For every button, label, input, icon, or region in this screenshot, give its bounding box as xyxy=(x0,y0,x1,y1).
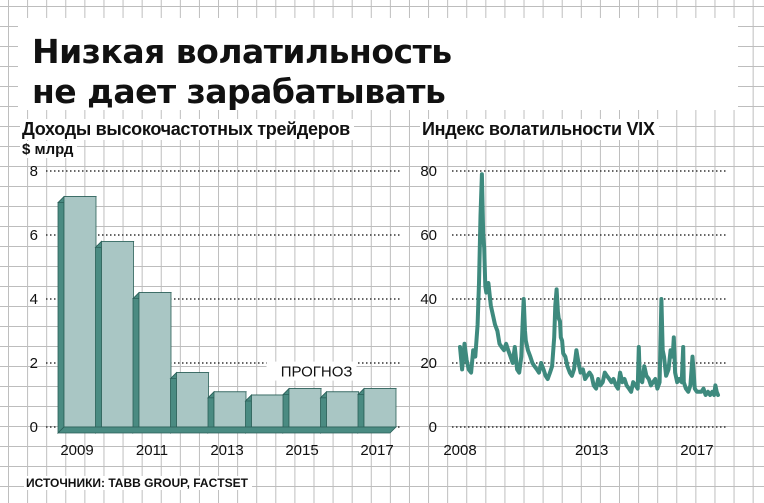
bar-2012 xyxy=(169,371,210,434)
vix-line-chart: 0 20 40 60 80 2008 2013 2017 xyxy=(420,163,726,459)
right-chart-title: Индекс волатильности VIX xyxy=(420,119,659,140)
y-tick-label: 6 xyxy=(30,227,38,244)
y-tick-label: 8 xyxy=(30,163,38,180)
bar-face xyxy=(63,196,97,428)
x-tick-label: 2017 xyxy=(360,442,393,459)
bar-2010 xyxy=(94,240,135,434)
x-tick-label: 2008 xyxy=(443,442,476,459)
bar-2011 xyxy=(132,291,172,434)
vix-series-line xyxy=(458,172,720,397)
x-tick-label: 2017 xyxy=(680,442,713,459)
bar-face xyxy=(363,388,397,428)
bar-2014 xyxy=(244,394,285,434)
y-tick-label: 4 xyxy=(30,291,38,308)
bar-2009 xyxy=(57,195,97,434)
page-title-line-2: не дает зарабатывать xyxy=(32,72,446,111)
bar-face xyxy=(213,391,247,428)
page-title-line-1: Низкая волатильность xyxy=(32,32,452,71)
source-note: ИСТОЧНИКИ: TABB GROUP, FACTSET xyxy=(24,476,252,490)
x-tick-label: 2009 xyxy=(60,442,93,459)
x-tick-label: 2011 xyxy=(136,442,168,459)
y-tick-label: 60 xyxy=(420,227,437,244)
bar-2017 xyxy=(357,387,397,434)
hft-revenue-bar-chart: 0 2 4 6 8 2009 2011 2013 2015 2017 ПРОГНОЗ xyxy=(30,163,400,459)
bar-face xyxy=(101,240,134,428)
bar-side xyxy=(170,371,177,434)
x-tick-label: 2013 xyxy=(575,442,608,459)
title-panel: Низкая волатильность не дает зарабатыват… xyxy=(18,18,738,111)
forecast-label: ПРОГНОЗ xyxy=(281,364,353,381)
left-chart-title: Доходы высокочастотных трейдеров xyxy=(20,119,354,140)
y-tick-label: 0 xyxy=(429,419,437,436)
bar-2016 xyxy=(319,390,360,434)
left-chart-unit: $ млрд xyxy=(20,141,78,158)
bar-face xyxy=(326,391,359,428)
forecast-label-bg xyxy=(266,361,357,381)
bar-face xyxy=(288,388,322,428)
y-tick-label: 80 xyxy=(420,163,437,180)
bar-side xyxy=(95,240,102,434)
bar-base xyxy=(57,426,397,434)
x-tick-label: 2015 xyxy=(285,442,318,459)
x-tick-label: 2013 xyxy=(210,442,243,459)
y-tick-label: 20 xyxy=(420,355,437,372)
bar-2015 xyxy=(282,387,322,434)
y-tick-label: 40 xyxy=(420,291,437,308)
bar-face xyxy=(251,394,284,428)
bar-side xyxy=(132,291,140,434)
bar-side xyxy=(282,387,290,434)
bar-side xyxy=(357,387,365,434)
y-tick-label: 0 xyxy=(30,419,38,436)
y-tick-label: 2 xyxy=(30,355,38,372)
bar-side xyxy=(57,195,65,434)
bar-face xyxy=(176,372,209,428)
bar-face xyxy=(138,292,172,428)
